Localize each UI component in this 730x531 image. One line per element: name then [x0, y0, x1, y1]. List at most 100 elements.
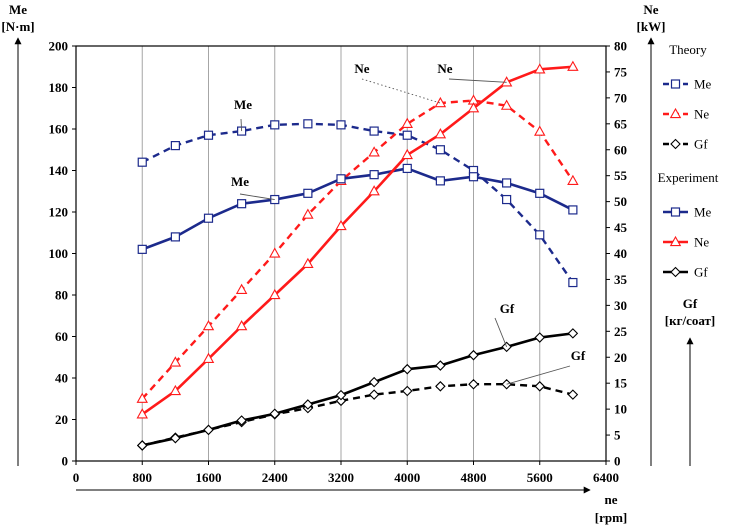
data-point [236, 415, 247, 426]
legend-group-theory: Theory Me Ne Gf [663, 42, 712, 152]
y-right-tick-label: 70 [614, 90, 627, 105]
x-tick-label: 4000 [394, 470, 420, 485]
legend-entry-label: Gf [694, 137, 708, 152]
legend-entry-theory-ne: Ne [663, 107, 709, 122]
y-right-tick-label: 50 [614, 194, 627, 209]
data-point [567, 60, 579, 71]
data-point [137, 157, 147, 167]
y-right-tick-label: 0 [614, 454, 621, 469]
y-right-tick-label: 60 [614, 142, 627, 157]
series-theory-me [137, 119, 578, 288]
data-point [468, 349, 479, 361]
x-tick-label: 800 [133, 470, 153, 485]
data-point [567, 174, 579, 186]
data-point [468, 172, 479, 182]
annotation-label: Me [231, 174, 249, 189]
data-point [368, 389, 380, 400]
series-theory-ne [136, 94, 579, 403]
data-point [269, 408, 281, 420]
data-point [269, 288, 281, 300]
annotation-label: Gf [571, 348, 586, 363]
annotation-experiment-ne: Ne [437, 61, 507, 83]
data-point [335, 395, 347, 407]
legend-swatch-marker [670, 207, 681, 217]
series-line [141, 332, 574, 447]
axes: 0 800 1600 2400 3200 4000 4800 5600 640002040608… [49, 39, 628, 486]
data-point [302, 399, 314, 410]
data-point [336, 174, 346, 184]
legend-entry-label: Ne [694, 107, 709, 122]
data-point [170, 141, 180, 151]
y-left-tick-label: 80 [55, 288, 68, 303]
annotation-label: Ne [354, 61, 369, 76]
legend-entry-label: Me [694, 77, 712, 92]
data-point [401, 385, 413, 397]
data-point [335, 389, 347, 401]
data-point [269, 247, 281, 258]
legend-entry-label: Gf [694, 265, 708, 280]
data-point [336, 120, 346, 130]
data-point [169, 356, 182, 367]
annotation-experiment-me: Me [231, 174, 275, 200]
annotation-label: Gf [500, 301, 515, 316]
legend-entry-label: Ne [694, 235, 709, 250]
y-left-tick-label: 100 [49, 246, 69, 261]
annotation-leader [240, 118, 243, 132]
y-right-tick-label: 20 [614, 350, 627, 365]
legend-group-title: Experiment [658, 170, 719, 185]
data-point [401, 363, 413, 375]
y-left-tick-label: 40 [55, 371, 68, 386]
y-left-tick-label: 180 [49, 80, 69, 95]
data-point [303, 188, 313, 198]
y-left-tick-label: 0 [62, 454, 69, 469]
legend-entry-label: Me [694, 205, 712, 220]
data-point [368, 185, 380, 196]
y-right-tick-label: 75 [614, 64, 628, 79]
data-point [435, 176, 445, 186]
data-point [169, 384, 182, 396]
y-right-tick-label: 35 [614, 272, 628, 287]
y-right-tick-label: 5 [614, 428, 621, 443]
axis-labels: Me [N·m] Ne [kW] Gf [кг/соат] ne [rpm] [1, 2, 715, 525]
legend-swatch-marker [669, 107, 682, 119]
data-point [203, 130, 214, 140]
annotation-leader [448, 78, 507, 83]
data-point [303, 119, 313, 129]
y-left-tick-label: 200 [49, 39, 69, 54]
y-right-tick-label: 45 [614, 220, 628, 235]
gf-axis-unit: [кг/соат] [665, 313, 715, 328]
legend-swatch-marker [669, 235, 682, 247]
data-point [434, 128, 447, 139]
data-point [468, 378, 479, 390]
x-tick-label: 3200 [328, 470, 354, 485]
x-axis-title: ne [605, 492, 618, 507]
x-tick-label: 0 [73, 470, 80, 485]
legend-swatch-marker [670, 79, 681, 89]
annotation-leader [494, 317, 508, 348]
data-point [467, 102, 480, 113]
annotation-leader [239, 193, 275, 200]
series-layer [136, 60, 579, 451]
data-point [369, 170, 379, 180]
data-point [202, 319, 215, 331]
y-right-title: Ne [643, 2, 658, 17]
data-point [535, 230, 545, 240]
data-point [137, 244, 147, 254]
data-point [402, 163, 412, 174]
gf-axis-title: Gf [683, 296, 698, 311]
y-right-tick-label: 25 [614, 324, 628, 339]
data-point [202, 352, 215, 363]
legend-group-title: Theory [669, 42, 707, 57]
legend-entry-experiment-me: Me [663, 205, 712, 220]
data-point [567, 328, 579, 339]
data-point [136, 440, 148, 451]
annotation-theory-ne: Ne [354, 61, 441, 104]
data-point [534, 332, 546, 343]
y-right-tick-label: 30 [614, 298, 627, 313]
data-point [369, 126, 379, 136]
y-left-tick-label: 20 [55, 412, 68, 427]
y-right-tick-label: 55 [614, 168, 628, 183]
legend-entry-theory-gf: Gf [663, 137, 708, 152]
data-point [136, 408, 148, 419]
data-point [435, 360, 446, 371]
